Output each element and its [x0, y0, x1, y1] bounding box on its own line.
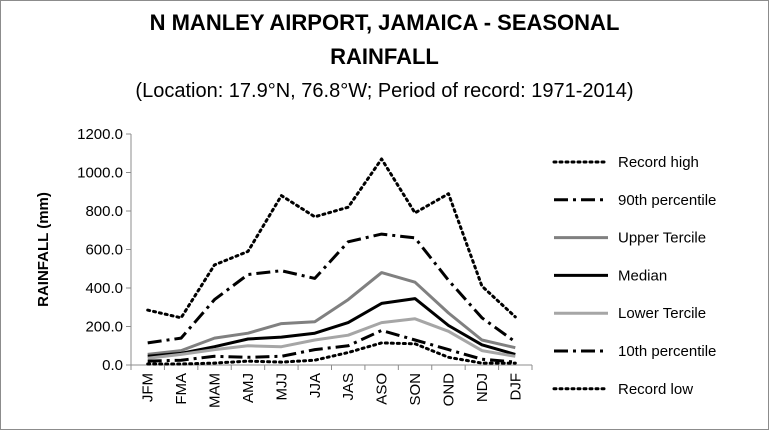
series-line-10th-percentile: [147, 328, 516, 364]
chart-title-line1: N MANLEY AIRPORT, JAMAICA - SEASONAL: [149, 10, 620, 35]
y-axis-title: RAINFALL (mm): [35, 192, 52, 307]
legend-label: Record low: [618, 381, 693, 398]
y-tick-label: 600.0: [85, 242, 123, 259]
y-tick-label: 1000.0: [77, 165, 123, 182]
legend-label: Record high: [618, 154, 699, 171]
series-line-90th-percentile: [147, 232, 517, 345]
x-tick-label: FMA: [173, 373, 190, 405]
x-tick-label: AMJ: [240, 373, 257, 403]
x-tick-label: JFM: [140, 373, 157, 402]
series-line-median: [147, 297, 516, 358]
legend-label: Upper Tercile: [618, 230, 706, 247]
series-line-record-high: [146, 157, 517, 320]
chart-title-line2: RAINFALL: [330, 44, 439, 69]
legend-label: 10th percentile: [618, 343, 716, 360]
x-tick-label: MAM: [207, 373, 224, 408]
series-line-record-low: [146, 341, 517, 366]
series-line-lower-tercile: [147, 317, 516, 360]
x-tick-label: ASO: [374, 373, 391, 405]
x-tick-label: SON: [407, 373, 424, 406]
series-line-upper-tercile: [147, 271, 516, 356]
legend-label: Lower Tercile: [618, 305, 706, 322]
x-tick-label: MJJ: [273, 373, 290, 401]
x-tick-label: DJF: [507, 373, 524, 401]
y-tick-label: 200.0: [85, 319, 123, 336]
x-tick-label: OND: [440, 373, 457, 407]
legend-label: Median: [618, 267, 667, 284]
x-tick-label: NDJ: [474, 373, 491, 402]
y-tick-label: 1200.0: [77, 126, 123, 143]
x-tick-label: JAS: [340, 373, 357, 401]
x-tick-label: JJA: [307, 373, 324, 398]
chart-subtitle: (Location: 17.9°N, 76.8°W; Period of rec…: [135, 80, 634, 102]
y-tick-label: 0.0: [102, 357, 123, 374]
y-tick-label: 800.0: [85, 203, 123, 220]
legend-label: 90th percentile: [618, 192, 716, 209]
y-tick-label: 400.0: [85, 280, 123, 297]
